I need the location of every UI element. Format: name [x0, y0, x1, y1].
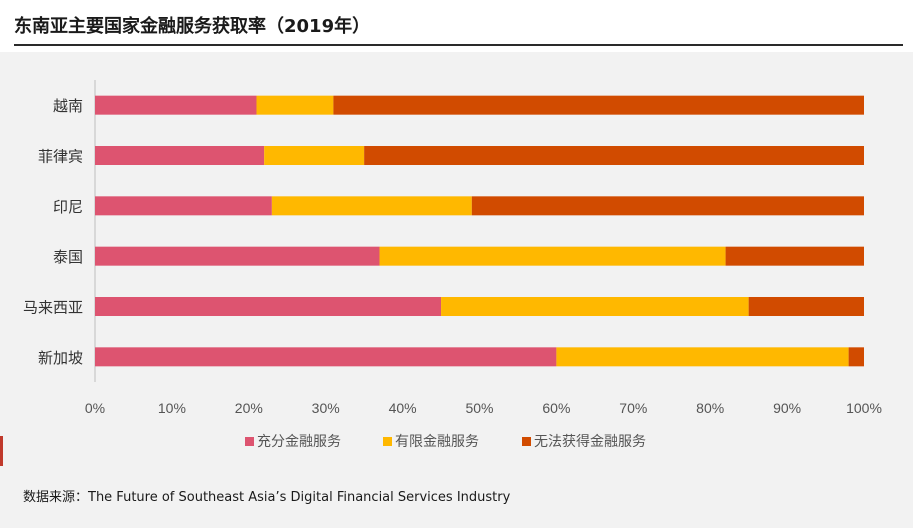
bar-segment: [95, 347, 557, 367]
x-tick-label: 60%: [542, 400, 570, 416]
x-tick-label: 100%: [846, 400, 882, 416]
x-tick-label: 0%: [85, 400, 105, 416]
category-label: 菲律宾: [38, 148, 83, 166]
bar-segment: [95, 95, 257, 115]
x-tick-label: 30%: [312, 400, 340, 416]
bar-segment: [95, 196, 272, 216]
legend-swatch: [383, 437, 392, 446]
bar-segment: [748, 297, 864, 316]
category-label: 泰国: [53, 248, 83, 266]
chart-panel: [0, 52, 913, 528]
bar-segment: [333, 95, 864, 115]
bar-segment: [379, 246, 726, 266]
source-note: 数据来源：The Future of Southeast Asia’s Digi…: [23, 490, 511, 505]
x-tick-label: 40%: [389, 400, 417, 416]
x-tick-label: 70%: [619, 400, 647, 416]
bar-segment: [264, 146, 365, 165]
bar-segment: [256, 95, 334, 115]
category-label: 马来西亚: [23, 299, 83, 317]
x-tick-label: 50%: [465, 400, 493, 416]
category-label: 新加坡: [38, 349, 83, 367]
page-title: 东南亚主要国家金融服务获取率（2019年）: [14, 16, 371, 37]
legend-label: 有限金融服务: [395, 434, 479, 450]
bar-segment: [848, 347, 864, 367]
bar-segment: [95, 297, 442, 316]
bar-segment: [271, 196, 472, 216]
bar-segment: [556, 347, 849, 367]
x-tick-label: 80%: [696, 400, 724, 416]
x-tick-label: 10%: [158, 400, 186, 416]
bar-segment: [441, 297, 749, 316]
legend-swatch: [245, 437, 254, 446]
bar-segment: [364, 146, 864, 165]
x-tick-label: 20%: [235, 400, 263, 416]
bar-segment: [471, 196, 864, 216]
legend-label: 无法获得金融服务: [534, 433, 646, 450]
category-label: 印尼: [53, 198, 83, 216]
legend-label: 充分金融服务: [257, 434, 341, 450]
accent-bar: [0, 436, 3, 466]
x-tick-label: 90%: [773, 400, 801, 416]
legend-swatch: [522, 437, 531, 446]
category-label: 越南: [53, 97, 83, 115]
title-divider: [14, 44, 903, 46]
bar-segment: [725, 246, 864, 266]
bar-segment: [95, 146, 265, 165]
bar-segment: [95, 246, 380, 266]
